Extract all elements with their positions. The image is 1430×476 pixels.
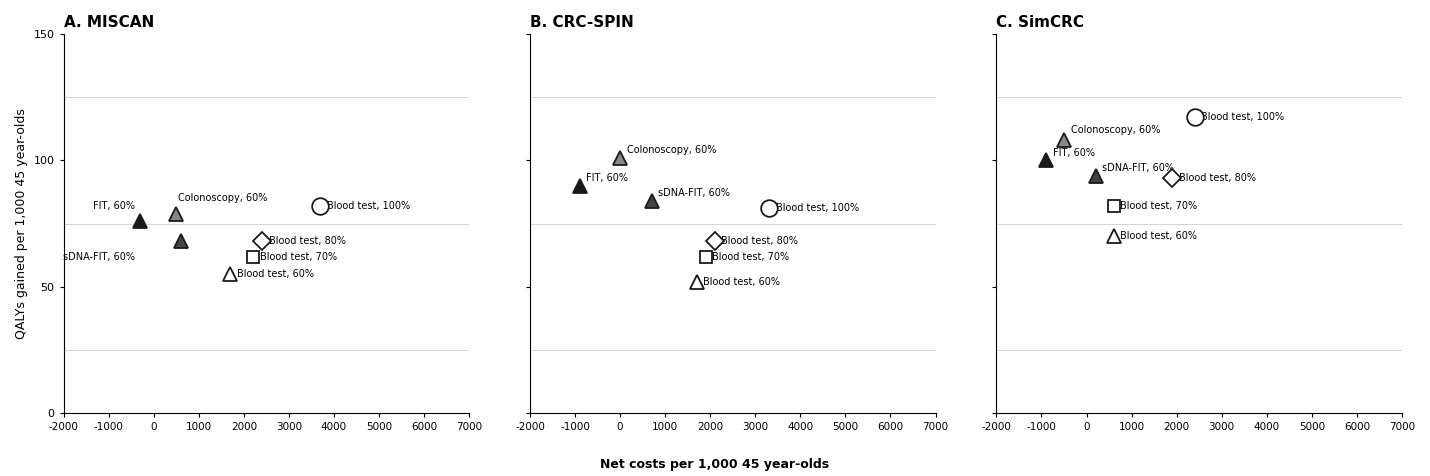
Text: Blood test, 80%: Blood test, 80% <box>722 237 798 247</box>
Text: Colonoscopy, 60%: Colonoscopy, 60% <box>626 145 716 155</box>
Text: Blood test, 100%: Blood test, 100% <box>775 204 858 214</box>
Text: A. MISCAN: A. MISCAN <box>63 15 154 30</box>
Text: C. SimCRC: C. SimCRC <box>997 15 1084 30</box>
Text: B. CRC-SPIN: B. CRC-SPIN <box>531 15 633 30</box>
Text: FIT, 60%: FIT, 60% <box>93 201 134 211</box>
Text: Blood test, 100%: Blood test, 100% <box>327 201 410 211</box>
Text: Blood test, 100%: Blood test, 100% <box>1201 112 1284 122</box>
Text: Colonoscopy, 60%: Colonoscopy, 60% <box>1071 125 1160 135</box>
Text: Blood test, 70%: Blood test, 70% <box>1120 201 1197 211</box>
Text: sDNA-FIT, 60%: sDNA-FIT, 60% <box>1103 163 1174 173</box>
Text: Blood test, 60%: Blood test, 60% <box>1120 231 1197 241</box>
Text: Blood test, 70%: Blood test, 70% <box>260 251 336 262</box>
Y-axis label: QALYs gained per 1,000 45 year-olds: QALYs gained per 1,000 45 year-olds <box>14 108 29 339</box>
Text: Colonoscopy, 60%: Colonoscopy, 60% <box>179 193 267 203</box>
Text: Blood test, 60%: Blood test, 60% <box>237 269 315 279</box>
Text: Net costs per 1,000 45 year-olds: Net costs per 1,000 45 year-olds <box>601 458 829 471</box>
Text: Blood test, 80%: Blood test, 80% <box>269 237 346 247</box>
Text: FIT, 60%: FIT, 60% <box>1052 148 1095 158</box>
Text: Blood test, 80%: Blood test, 80% <box>1178 173 1256 183</box>
Text: sDNA-FIT, 60%: sDNA-FIT, 60% <box>63 251 134 262</box>
Text: Blood test, 60%: Blood test, 60% <box>704 277 781 287</box>
Text: FIT, 60%: FIT, 60% <box>586 173 628 183</box>
Text: Blood test, 70%: Blood test, 70% <box>712 251 789 262</box>
Text: sDNA-FIT, 60%: sDNA-FIT, 60% <box>658 188 731 198</box>
